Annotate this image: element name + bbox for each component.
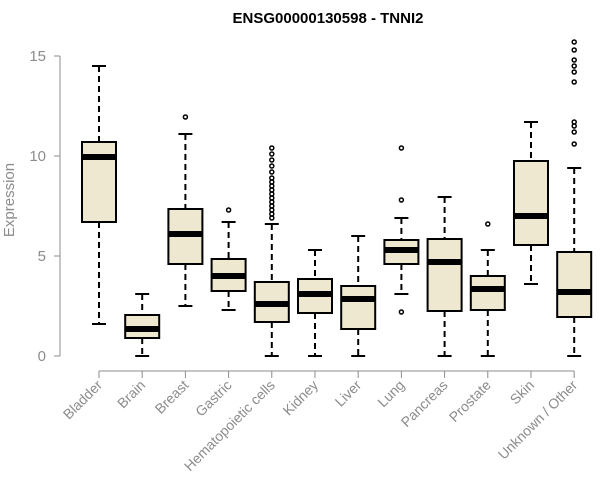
outlier-point [269,145,275,151]
outlier-point [398,197,405,203]
x-tick-label: Kidney [280,377,322,419]
outlier-point [571,129,577,135]
box-group [210,207,247,311]
box [513,160,549,246]
outlier-point [571,47,577,53]
box-group [297,249,333,357]
y-axis-label: Expression [1,163,18,237]
chart-title: ENSG00000130598 - TNNI2 [233,10,424,27]
outlier-point [269,151,275,157]
outlier-point [571,57,577,63]
box-group [340,235,377,357]
outlier-point [398,145,405,151]
x-tick-label: Liver [332,377,365,410]
plot-area [81,39,593,357]
outlier-point [485,221,491,227]
x-tick-label: Skin [507,377,538,408]
y-tick-label: 10 [29,148,46,165]
outlier-point [571,69,577,75]
outlier-point [571,119,577,125]
box-group [383,145,420,315]
outlier-point [269,175,275,181]
box-group [556,39,593,357]
outlier-point [571,63,577,69]
x-tick-label: Brain [114,377,148,411]
box-group [253,145,290,357]
box [340,285,377,330]
x-tick-label: Lung [374,377,407,410]
x-tick-label: Bladder [60,377,106,423]
box [469,275,506,311]
x-tick-label: Prostate [446,377,494,425]
box-group [167,114,204,307]
x-tick-label: Gastric [192,377,235,420]
outlier-point [182,114,189,120]
box-group [426,196,463,357]
outlier-point [571,39,577,45]
x-tick-label: Breast [152,377,192,417]
box [556,251,593,318]
box-group [513,121,549,285]
box-group [469,221,506,357]
outlier-point [269,169,275,175]
x-tick-label: Unknown / Other [495,377,581,463]
outlier-point [269,163,275,169]
box [426,238,463,312]
y-axis: 0 5 10 15 [29,48,61,365]
box-group [81,65,117,325]
y-tick-label: 0 [38,348,46,365]
y-tick-label: 15 [29,48,46,65]
outlier-point [398,309,405,315]
outlier-point [571,141,577,147]
outlier-point [225,207,232,213]
y-tick-label: 5 [38,248,46,265]
outlier-point [571,79,577,85]
box-group [124,293,161,357]
x-tick-label: Pancreas [398,377,451,430]
outlier-point [269,157,275,163]
